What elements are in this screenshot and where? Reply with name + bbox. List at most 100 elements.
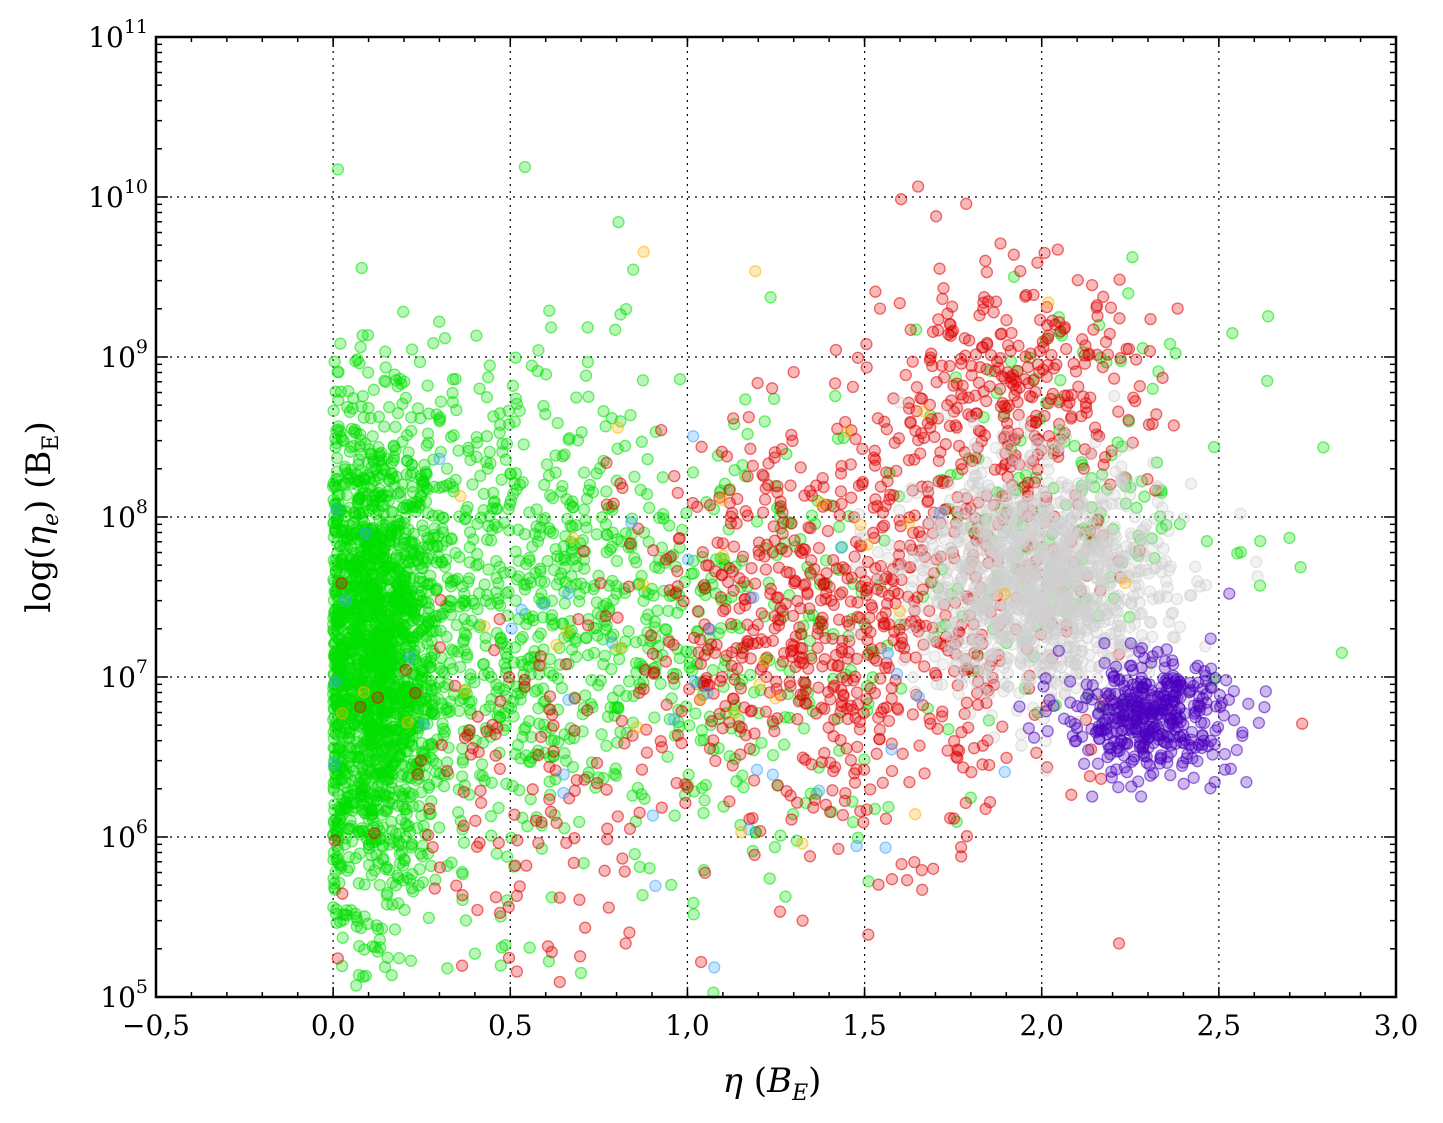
data-point: [1030, 746, 1043, 759]
data-point: [543, 690, 557, 703]
data-point: [379, 345, 392, 358]
data-point: [858, 753, 871, 766]
data-point: [489, 749, 502, 762]
data-point: [531, 535, 545, 548]
data-point: [600, 456, 613, 469]
data-point: [942, 477, 956, 491]
data-point: [341, 466, 354, 480]
data-point: [1038, 246, 1051, 260]
data-point: [430, 539, 444, 552]
data-point: [779, 597, 792, 611]
data-point: [980, 265, 994, 279]
data-point: [599, 420, 612, 433]
data-point: [331, 365, 344, 379]
data-point: [419, 653, 432, 666]
data-point: [697, 806, 710, 820]
data-point: [356, 784, 369, 797]
data-point: [632, 686, 646, 699]
data-point: [834, 733, 847, 747]
data-point: [860, 803, 873, 816]
data-point: [592, 678, 605, 692]
data-point: [1113, 312, 1126, 325]
data-point: [598, 649, 611, 663]
data-point: [885, 873, 899, 886]
data-point: [328, 355, 341, 368]
data-point: [397, 305, 410, 318]
data-point: [619, 527, 632, 540]
data-point: [349, 851, 362, 865]
data-point: [390, 551, 403, 564]
data-point: [696, 546, 709, 559]
data-point: [764, 291, 777, 304]
data-point: [358, 486, 371, 499]
data-point: [332, 423, 345, 436]
data-point: [903, 775, 916, 789]
data-point: [447, 645, 460, 658]
data-point: [568, 724, 581, 737]
data-point: [352, 555, 365, 568]
data-point: [784, 479, 797, 492]
data-point: [510, 965, 524, 978]
data-point: [354, 340, 367, 354]
data-point: [477, 487, 491, 501]
data-point: [759, 482, 772, 495]
data-point: [416, 519, 429, 532]
data-point: [580, 632, 593, 645]
data-point: [368, 827, 381, 840]
data-point: [493, 560, 507, 573]
data-point: [783, 676, 796, 689]
data-point: [788, 534, 801, 547]
data-point: [736, 769, 749, 782]
data-point: [508, 415, 521, 428]
data-point: [977, 296, 990, 309]
data-point: [623, 822, 637, 835]
data-point: [615, 714, 628, 728]
data-point: [709, 754, 722, 768]
data-point: [509, 351, 522, 364]
data-point: [453, 551, 466, 564]
data-point: [731, 492, 744, 506]
data-point: [409, 686, 422, 700]
data-point: [955, 458, 968, 471]
data-point: [628, 847, 641, 861]
data-point: [473, 768, 487, 782]
data-point: [921, 495, 934, 509]
data-point: [785, 517, 798, 530]
data-point: [344, 741, 358, 755]
data-point: [494, 695, 507, 708]
data-point: [872, 878, 885, 891]
data-point: [389, 420, 402, 434]
data-point: [334, 385, 348, 398]
data-point: [388, 479, 401, 492]
data-point: [508, 641, 522, 654]
data-point: [422, 606, 435, 620]
data-point: [796, 914, 809, 927]
data-point: [506, 379, 520, 392]
data-point: [579, 369, 593, 382]
data-point: [433, 641, 447, 654]
data-point: [541, 940, 555, 953]
data-point: [393, 680, 406, 694]
data-point: [577, 466, 591, 479]
data-point: [983, 687, 996, 700]
data-point: [667, 638, 680, 651]
data-point: [543, 304, 556, 317]
data-point: [468, 947, 482, 960]
data-point: [421, 379, 434, 392]
data-point: [577, 545, 590, 558]
data-point: [398, 517, 411, 530]
data-point: [1014, 264, 1027, 278]
data-point: [472, 558, 485, 571]
data-point: [816, 471, 829, 485]
data-point: [578, 773, 591, 786]
data-point: [829, 389, 842, 403]
data-point: [369, 616, 382, 630]
data-point: [492, 801, 505, 815]
data-point: [1000, 314, 1013, 327]
data-point: [967, 416, 981, 429]
data-point: [385, 815, 398, 829]
data-point: [727, 540, 741, 553]
data-point: [648, 711, 661, 724]
data-point: [882, 714, 896, 728]
